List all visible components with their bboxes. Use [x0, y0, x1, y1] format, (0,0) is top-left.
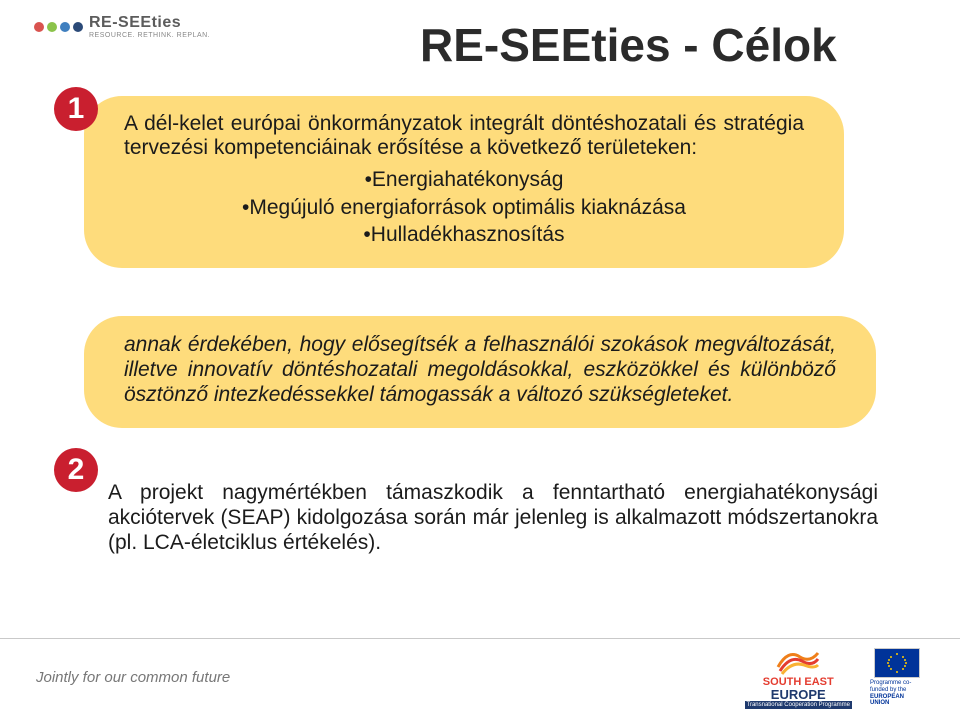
see-text-3: Transnational Cooperation Programme [745, 701, 853, 709]
bullet-3: •Hulladékhasznosítás [124, 221, 804, 248]
see-text-2: EUROPE [771, 688, 826, 701]
section1-bullets: •Energiahatékonyság •Megújuló energiafor… [124, 166, 804, 248]
section1-paragraph: A dél-kelet európai önkormányzatok integ… [124, 112, 804, 160]
footer: Jointly for our common future SOUTH EAST… [0, 638, 960, 716]
bullet-2: •Megújuló energiaforrások optimális kiak… [124, 194, 804, 221]
footer-logos: SOUTH EAST EUROPE Transnational Cooperat… [745, 647, 925, 709]
eu-flag-icon [874, 648, 920, 678]
eu-logo: Programme co-funded by the EUROPEAN UNIO… [870, 648, 924, 706]
project-logo: RE-SEEties RESOURCE. RETHINK. REPLAN. [34, 14, 210, 39]
bullet-1: •Energiahatékonyság [124, 166, 804, 193]
section2-paragraph: annak érdekében, hogy elősegítsék a felh… [124, 332, 836, 408]
number-badge-1: 1 [54, 87, 98, 131]
callout-box-1: A dél-kelet európai önkormányzatok integ… [84, 96, 844, 268]
see-europe-logo: SOUTH EAST EUROPE Transnational Cooperat… [745, 647, 853, 709]
logo-subtext: RESOURCE. RETHINK. REPLAN. [89, 32, 210, 39]
logo-text: RE-SEEties [89, 14, 210, 32]
section3-paragraph: A projekt nagymértékben támaszkodik a fe… [108, 480, 878, 556]
logo-dots [34, 22, 83, 32]
number-badge-2: 2 [54, 448, 98, 492]
footer-tagline: Jointly for our common future [36, 669, 230, 686]
see-text-1: SOUTH EAST [763, 677, 834, 688]
callout-box-2: annak érdekében, hogy elősegítsék a felh… [84, 316, 876, 428]
slide-title: RE-SEEties - Célok [420, 18, 837, 72]
eu-text: Programme co-funded by the EUROPEAN UNIO… [870, 680, 924, 706]
